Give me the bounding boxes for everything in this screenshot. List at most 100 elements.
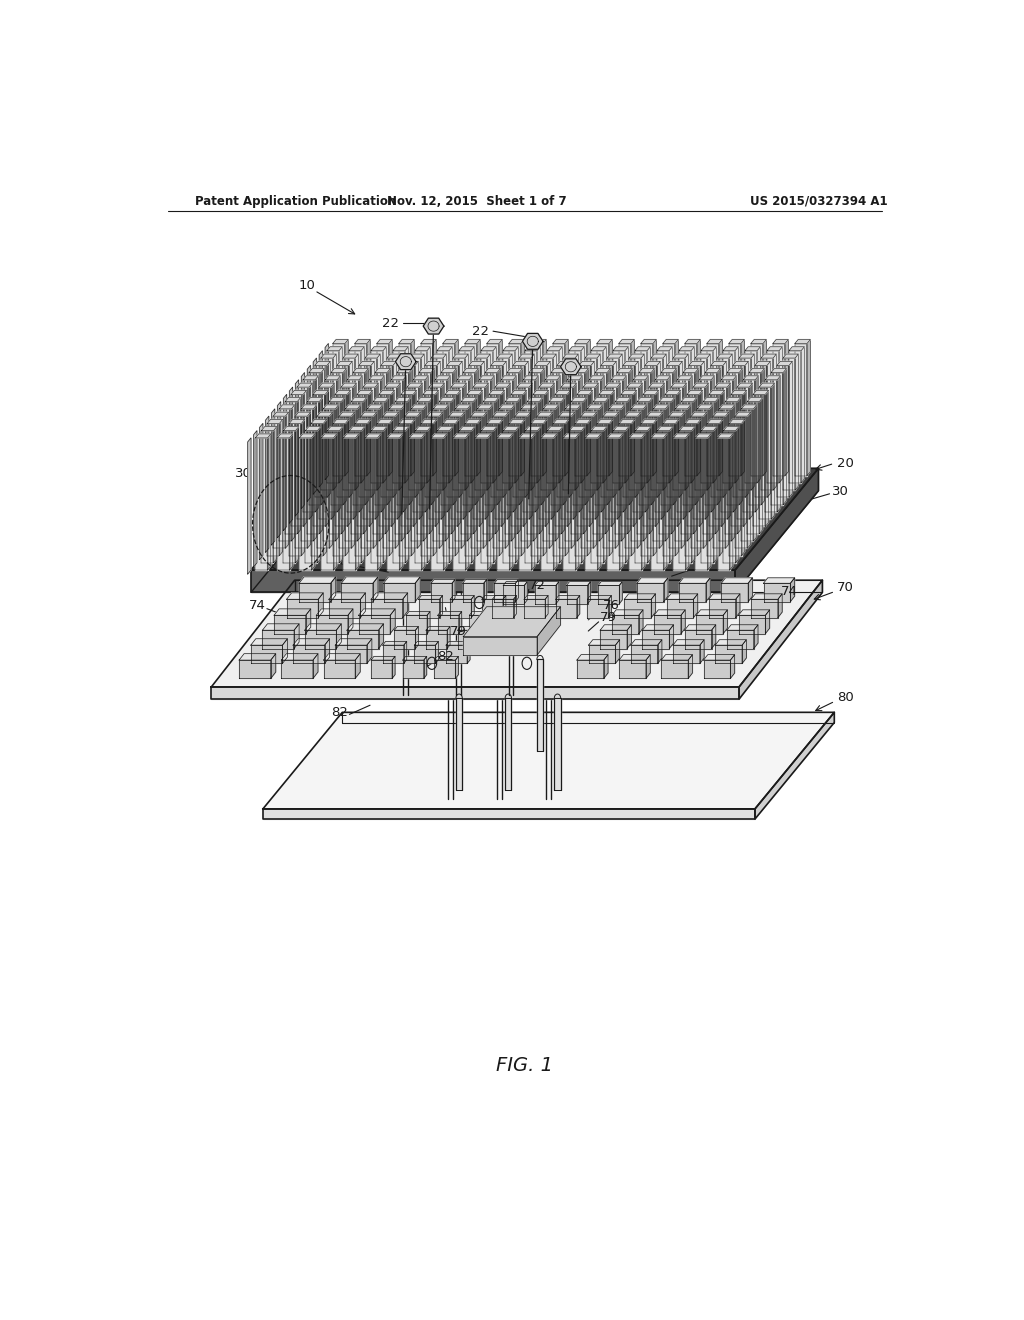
Polygon shape — [486, 343, 499, 475]
Polygon shape — [521, 405, 537, 409]
Polygon shape — [503, 595, 506, 618]
Polygon shape — [319, 387, 331, 519]
Polygon shape — [637, 578, 668, 583]
Polygon shape — [374, 412, 377, 548]
Polygon shape — [423, 405, 427, 541]
Polygon shape — [284, 395, 287, 531]
Polygon shape — [433, 409, 445, 541]
Polygon shape — [756, 376, 759, 512]
Polygon shape — [435, 376, 451, 380]
Polygon shape — [589, 380, 601, 512]
Polygon shape — [735, 347, 738, 483]
Polygon shape — [394, 627, 419, 630]
Polygon shape — [679, 578, 711, 583]
Polygon shape — [465, 354, 468, 490]
Polygon shape — [723, 362, 726, 498]
Polygon shape — [441, 383, 444, 519]
Polygon shape — [615, 640, 620, 664]
Polygon shape — [696, 615, 723, 634]
Polygon shape — [535, 582, 559, 585]
Polygon shape — [341, 383, 356, 387]
Polygon shape — [458, 627, 481, 630]
Polygon shape — [604, 655, 608, 678]
Polygon shape — [295, 416, 307, 548]
Polygon shape — [496, 387, 507, 519]
Polygon shape — [513, 366, 525, 498]
Polygon shape — [349, 426, 365, 430]
Polygon shape — [383, 642, 407, 645]
Polygon shape — [742, 640, 746, 664]
Polygon shape — [551, 383, 555, 519]
Polygon shape — [522, 334, 543, 350]
Polygon shape — [431, 583, 453, 602]
Polygon shape — [261, 430, 273, 562]
Polygon shape — [531, 354, 535, 490]
Polygon shape — [477, 409, 489, 541]
Polygon shape — [503, 585, 524, 603]
Polygon shape — [571, 401, 584, 533]
Polygon shape — [609, 339, 612, 475]
Polygon shape — [573, 372, 585, 504]
Polygon shape — [537, 660, 543, 751]
Polygon shape — [738, 610, 770, 615]
Polygon shape — [427, 426, 431, 562]
Polygon shape — [349, 362, 352, 498]
Polygon shape — [639, 368, 654, 372]
Polygon shape — [693, 383, 709, 387]
Polygon shape — [345, 409, 357, 541]
Polygon shape — [764, 578, 795, 583]
Polygon shape — [280, 405, 295, 409]
Polygon shape — [394, 630, 416, 648]
Polygon shape — [549, 401, 561, 533]
Polygon shape — [647, 416, 659, 548]
Polygon shape — [723, 426, 739, 430]
Polygon shape — [503, 582, 527, 585]
Polygon shape — [718, 438, 730, 570]
Polygon shape — [303, 380, 315, 512]
Polygon shape — [483, 412, 486, 548]
Polygon shape — [547, 362, 550, 498]
Polygon shape — [378, 434, 381, 570]
Polygon shape — [588, 405, 603, 409]
Polygon shape — [496, 383, 511, 387]
Text: 10: 10 — [298, 279, 315, 292]
Polygon shape — [560, 359, 582, 375]
Polygon shape — [390, 609, 395, 634]
Polygon shape — [699, 376, 715, 380]
Polygon shape — [429, 383, 444, 387]
Polygon shape — [339, 416, 351, 548]
Polygon shape — [589, 640, 620, 645]
Polygon shape — [721, 583, 749, 602]
Polygon shape — [447, 627, 451, 648]
Polygon shape — [586, 434, 601, 438]
Polygon shape — [765, 376, 780, 380]
Polygon shape — [357, 395, 370, 527]
Polygon shape — [657, 426, 673, 430]
Polygon shape — [709, 599, 735, 618]
Text: 74: 74 — [249, 599, 265, 612]
Polygon shape — [489, 395, 502, 527]
Polygon shape — [559, 416, 571, 548]
Polygon shape — [487, 420, 503, 424]
Polygon shape — [393, 430, 406, 562]
Polygon shape — [519, 354, 535, 358]
Polygon shape — [527, 401, 540, 533]
Polygon shape — [415, 351, 427, 483]
Polygon shape — [306, 609, 310, 634]
Polygon shape — [623, 366, 635, 498]
Polygon shape — [419, 595, 442, 599]
Polygon shape — [354, 343, 367, 475]
Polygon shape — [387, 438, 399, 570]
Polygon shape — [454, 434, 469, 438]
Polygon shape — [349, 347, 365, 351]
Polygon shape — [675, 339, 678, 475]
Polygon shape — [456, 409, 467, 541]
Text: 30: 30 — [234, 467, 252, 480]
Polygon shape — [324, 405, 339, 409]
Polygon shape — [364, 397, 367, 533]
Polygon shape — [366, 434, 381, 438]
Polygon shape — [454, 438, 466, 570]
Polygon shape — [251, 570, 735, 593]
Polygon shape — [286, 412, 289, 548]
Polygon shape — [523, 376, 539, 380]
